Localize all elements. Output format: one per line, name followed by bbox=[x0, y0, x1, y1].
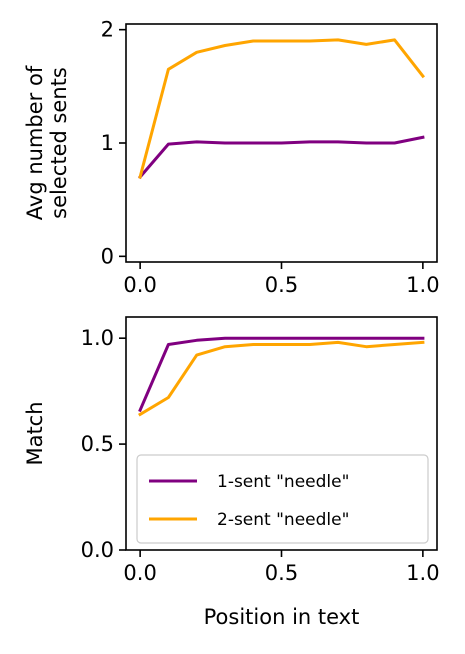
x-tick-label: 0.0 bbox=[123, 273, 156, 297]
x-tick-label: 0.0 bbox=[123, 561, 156, 585]
y-tick-label: 2 bbox=[101, 18, 114, 42]
y-axis-label: Avg number of bbox=[23, 65, 47, 220]
x-axis-label: Position in text bbox=[204, 605, 360, 629]
y-tick-label: 1 bbox=[101, 131, 114, 155]
y-tick-label: 1.0 bbox=[81, 326, 114, 350]
series-line-2 bbox=[138, 38, 426, 179]
x-tick-label: 1.0 bbox=[406, 273, 439, 297]
series-line-1 bbox=[138, 336, 425, 413]
legend-label: 2-sent "needle" bbox=[217, 510, 349, 530]
y-tick-label: 0 bbox=[101, 244, 114, 268]
y-tick-label: 0.0 bbox=[81, 538, 114, 562]
series-line-2 bbox=[138, 340, 425, 417]
legend-label: 1-sent "needle" bbox=[217, 472, 349, 492]
y-axis-label: Match bbox=[23, 401, 47, 465]
x-tick-label: 0.5 bbox=[265, 561, 298, 585]
x-tick-label: 0.5 bbox=[265, 273, 298, 297]
legend-box bbox=[136, 454, 429, 544]
y-axis-label: selected sents bbox=[47, 67, 71, 219]
series-line-1 bbox=[137, 135, 425, 180]
y-tick-label: 0.5 bbox=[81, 432, 114, 456]
x-tick-label: 1.0 bbox=[406, 561, 439, 585]
